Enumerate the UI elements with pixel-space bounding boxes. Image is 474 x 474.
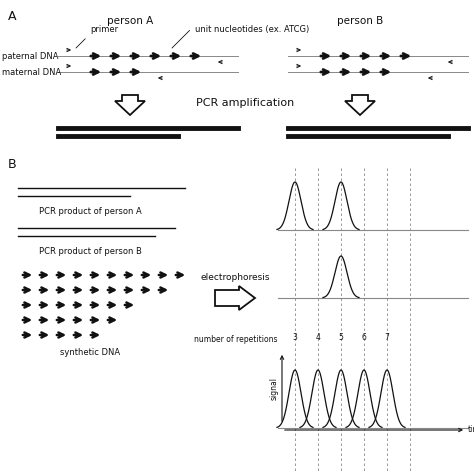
Text: PCR product of person A: PCR product of person A — [38, 207, 141, 216]
Text: primer: primer — [76, 25, 118, 48]
Text: paternal DNA: paternal DNA — [2, 52, 58, 61]
Text: electrophoresis: electrophoresis — [200, 273, 270, 282]
Text: 3: 3 — [292, 334, 298, 343]
Text: 5: 5 — [338, 334, 344, 343]
Text: A: A — [8, 10, 17, 23]
Text: 6: 6 — [362, 334, 366, 343]
Text: time: time — [468, 426, 474, 435]
Text: person B: person B — [337, 16, 383, 26]
Text: synthetic DNA: synthetic DNA — [60, 348, 120, 357]
Text: PCR amplification: PCR amplification — [196, 98, 294, 108]
Polygon shape — [215, 286, 255, 310]
Text: maternal DNA: maternal DNA — [2, 67, 61, 76]
Polygon shape — [345, 95, 375, 115]
Polygon shape — [115, 95, 145, 115]
Text: signal: signal — [270, 376, 279, 400]
Text: 4: 4 — [316, 334, 320, 343]
Text: number of repetitions: number of repetitions — [194, 336, 278, 345]
Text: unit nucleotides (ex. ATCG): unit nucleotides (ex. ATCG) — [172, 25, 309, 48]
Text: person A: person A — [107, 16, 153, 26]
Text: PCR product of person B: PCR product of person B — [38, 247, 141, 256]
Text: B: B — [8, 158, 17, 171]
Text: 7: 7 — [384, 334, 390, 343]
